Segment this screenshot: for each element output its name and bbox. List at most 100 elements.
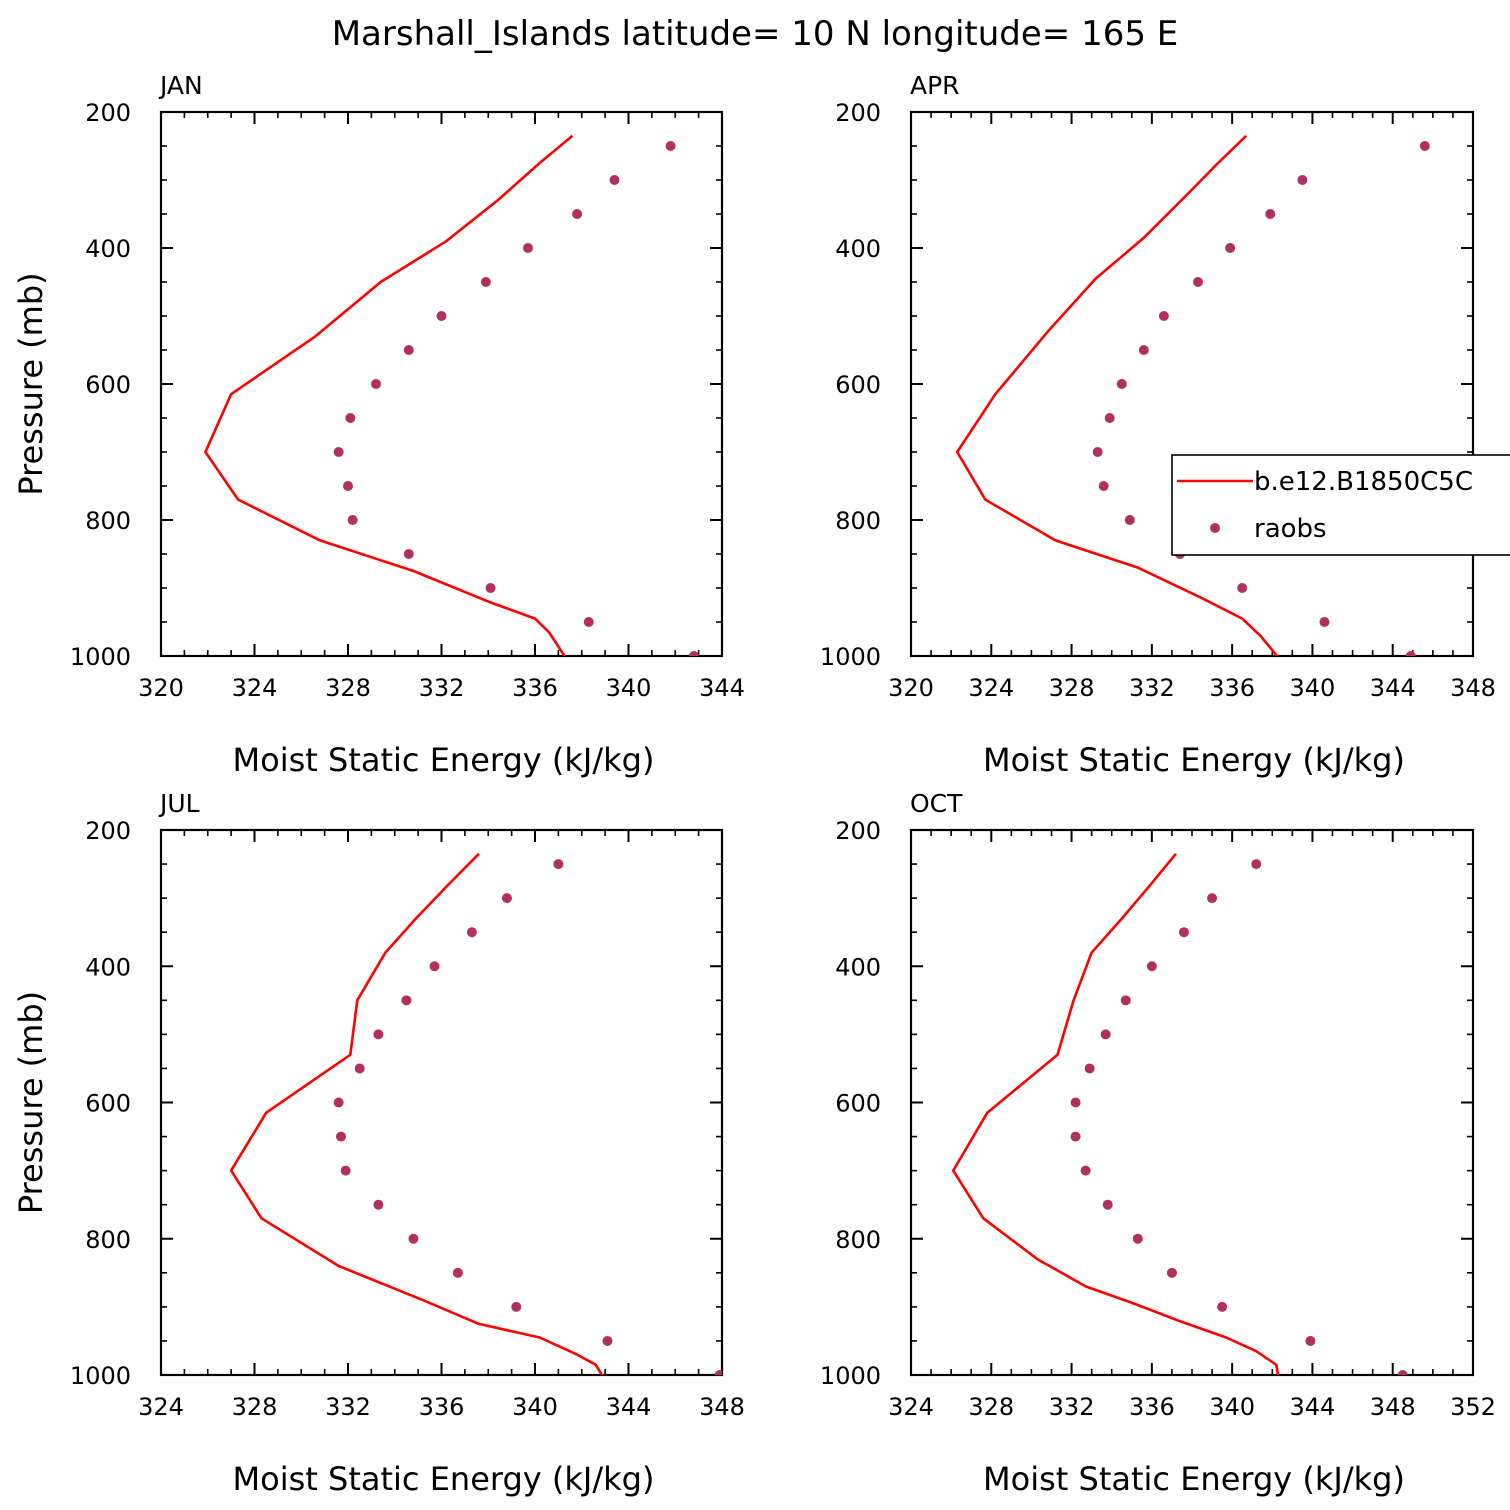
y-tick-label: 400 bbox=[835, 953, 881, 981]
raobs-point bbox=[373, 1199, 384, 1210]
y-tick-label: 800 bbox=[85, 1226, 131, 1254]
raobs-point bbox=[609, 175, 620, 185]
raobs-point bbox=[354, 1063, 365, 1074]
raobs-point bbox=[403, 549, 414, 559]
x-tick-label: 336 bbox=[1129, 1393, 1175, 1421]
raobs-point bbox=[511, 1301, 522, 1312]
y-tick-label: 200 bbox=[85, 99, 131, 127]
x-tick-label: 332 bbox=[1129, 674, 1175, 702]
raobs-point bbox=[429, 961, 440, 972]
x-tick-label: 332 bbox=[419, 674, 465, 702]
raobs-point bbox=[1098, 481, 1109, 491]
x-tick-label: 332 bbox=[1049, 1393, 1095, 1421]
raobs-point bbox=[583, 617, 594, 627]
y-tick-label: 1000 bbox=[820, 643, 881, 671]
raobs-point bbox=[333, 1097, 344, 1108]
y-tick-label: 600 bbox=[85, 371, 131, 399]
legend-box bbox=[1171, 454, 1510, 556]
panels: JAN 320 324 328 332 336 340 344 200 400 600 800 1000… bbox=[12, 71, 1496, 1498]
x-tick-label: 344 bbox=[1290, 1393, 1336, 1421]
raobs-point bbox=[665, 141, 676, 151]
y-tick-label: 800 bbox=[835, 507, 881, 535]
raobs-point bbox=[452, 1267, 463, 1278]
x-tick-label: 328 bbox=[325, 674, 371, 702]
x-tick-label: 336 bbox=[419, 1393, 465, 1421]
raobs-point bbox=[553, 859, 564, 870]
panel-apr: APR 320 324 328 332 336 340 344 348 200 400 600 800 1… bbox=[820, 71, 1496, 779]
y-axis-label: Pressure (mb) bbox=[12, 272, 50, 495]
raobs-point bbox=[522, 243, 533, 253]
raobs-point bbox=[1080, 1165, 1091, 1176]
raobs-point bbox=[485, 583, 496, 593]
plot-frame bbox=[909, 828, 1475, 1377]
raobs-point bbox=[1124, 515, 1135, 525]
panel-label: APR bbox=[910, 71, 960, 100]
raobs-point bbox=[1193, 277, 1204, 287]
y-tick-label: 400 bbox=[835, 235, 881, 263]
x-axis-label: Moist Static Energy (kJ/kg) bbox=[233, 741, 655, 779]
raobs-point bbox=[1132, 1233, 1143, 1244]
x-tick-label: 324 bbox=[888, 1393, 934, 1421]
series-group bbox=[955, 134, 1430, 656]
raobs-point bbox=[1319, 617, 1330, 627]
panel-jan: JAN 320 324 328 332 336 340 344 200 400 600 800 1000… bbox=[12, 71, 745, 779]
raobs-point bbox=[1104, 413, 1115, 423]
x-axis-label: Moist Static Energy (kJ/kg) bbox=[233, 1460, 655, 1498]
raobs-point bbox=[1207, 893, 1218, 904]
panel-jul: JUL 324 328 332 336 340 344 348 200 400 600 800 1000… bbox=[12, 789, 745, 1498]
raobs-point bbox=[466, 927, 477, 938]
x-tick-label: 344 bbox=[1370, 674, 1416, 702]
raobs-point bbox=[401, 995, 412, 1006]
raobs-point bbox=[371, 379, 382, 389]
raobs-point bbox=[688, 651, 699, 656]
panel-oct: OCT 324 328 332 336 340 344 348 352 200 400 600 800 1… bbox=[820, 789, 1496, 1498]
raobs-point bbox=[1120, 995, 1131, 1006]
y-axis-label: Pressure (mb) bbox=[12, 991, 50, 1214]
raobs-point bbox=[347, 515, 358, 525]
x-tick-label: 328 bbox=[232, 1393, 278, 1421]
legend: b.e12.B1850C5C raobs bbox=[1171, 454, 1510, 556]
raobs-point bbox=[1084, 1063, 1095, 1074]
raobs-point bbox=[1166, 1267, 1177, 1278]
x-tick-label: 328 bbox=[968, 1393, 1014, 1421]
x-tick-label: 352 bbox=[1450, 1393, 1496, 1421]
series-group bbox=[204, 134, 699, 656]
x-tick-label: 348 bbox=[1450, 674, 1496, 702]
raobs-point bbox=[436, 311, 447, 321]
raobs-point bbox=[1251, 859, 1262, 870]
raobs-point bbox=[1070, 1131, 1081, 1142]
raobs-point bbox=[335, 1131, 346, 1142]
raobs-point bbox=[1217, 1301, 1228, 1312]
raobs-point bbox=[1305, 1335, 1316, 1346]
raobs-point bbox=[1070, 1097, 1081, 1108]
raobs-point bbox=[408, 1233, 419, 1244]
model-profile-line bbox=[951, 852, 1280, 1375]
raobs-point bbox=[1225, 243, 1236, 253]
y-tick-label: 1000 bbox=[820, 1362, 881, 1390]
raobs-point bbox=[333, 447, 344, 457]
raobs-point bbox=[1102, 1199, 1113, 1210]
raobs-point bbox=[1100, 1029, 1111, 1040]
x-tick-label: 344 bbox=[699, 674, 745, 702]
series-group bbox=[951, 852, 1408, 1375]
x-tick-label: 340 bbox=[606, 674, 652, 702]
raobs-point bbox=[1405, 651, 1416, 656]
raobs-point bbox=[1116, 379, 1127, 389]
raobs-point bbox=[1419, 141, 1430, 151]
raobs-point bbox=[343, 481, 353, 491]
y-tick-label: 800 bbox=[835, 1226, 881, 1254]
legend-entry-raobs: raobs bbox=[1210, 514, 1327, 544]
raobs-point bbox=[1092, 447, 1103, 457]
y-tick-label: 200 bbox=[835, 817, 881, 845]
raobs-point bbox=[1158, 311, 1169, 321]
y-tick-label: 200 bbox=[85, 817, 131, 845]
model-profile-line bbox=[204, 134, 574, 656]
x-tick-label: 324 bbox=[138, 1393, 184, 1421]
x-tick-label: 332 bbox=[325, 1393, 371, 1421]
x-tick-label: 336 bbox=[1209, 674, 1255, 702]
legend-label: b.e12.B1850C5C bbox=[1254, 467, 1473, 497]
x-tick-label: 336 bbox=[512, 674, 558, 702]
y-tick-label: 200 bbox=[835, 99, 881, 127]
raobs-point bbox=[501, 893, 512, 904]
